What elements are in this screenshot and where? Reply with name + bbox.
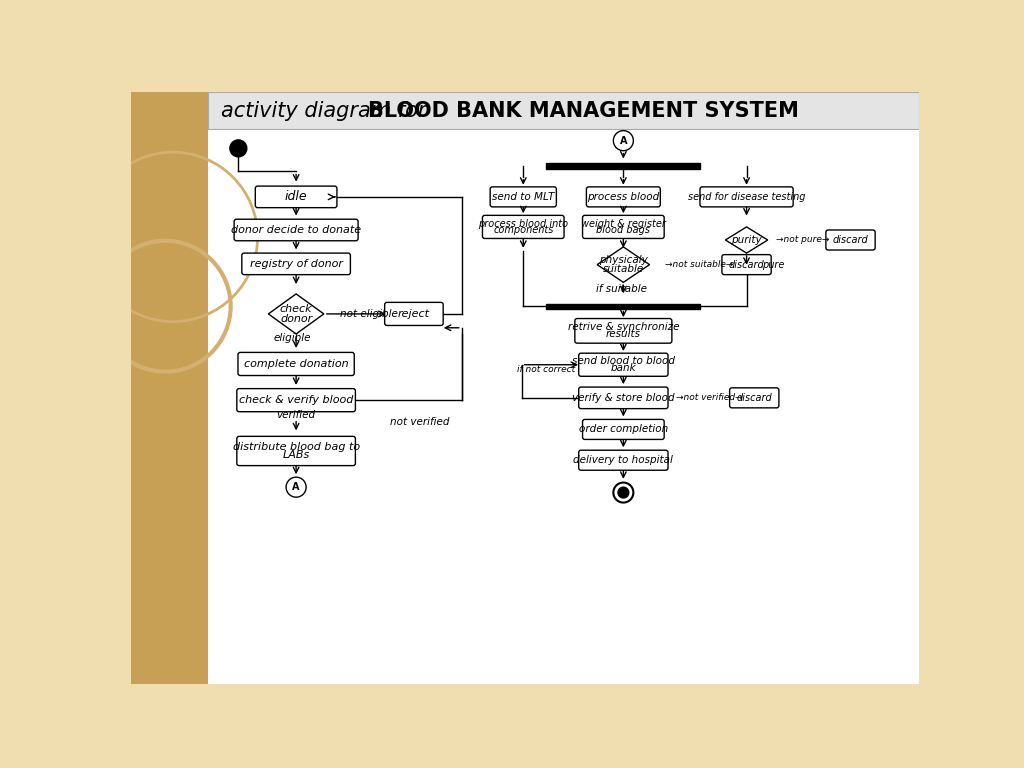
FancyBboxPatch shape [722, 255, 771, 275]
FancyBboxPatch shape [583, 215, 665, 238]
Text: verify & store blood: verify & store blood [572, 393, 675, 403]
Text: donor: donor [280, 313, 312, 323]
Text: →not pure→: →not pure→ [776, 236, 829, 244]
FancyBboxPatch shape [237, 389, 355, 412]
Text: donor decide to donate: donor decide to donate [231, 225, 361, 235]
Text: BLOOD BANK MANAGEMENT SYSTEM: BLOOD BANK MANAGEMENT SYSTEM [368, 101, 799, 121]
Bar [208, 92, 920, 129]
Bar [131, 92, 208, 684]
Text: verified: verified [276, 410, 315, 420]
FancyBboxPatch shape [242, 253, 350, 275]
Text: if suitable: if suitable [596, 284, 646, 294]
Text: send for disease testing: send for disease testing [688, 192, 805, 202]
Text: order completion: order completion [579, 425, 668, 435]
Text: if not correct: if not correct [517, 365, 575, 374]
Text: check: check [280, 304, 312, 314]
Bar [547, 164, 700, 169]
Text: discard: discard [729, 260, 765, 270]
Text: complete donation: complete donation [244, 359, 348, 369]
FancyBboxPatch shape [583, 419, 665, 439]
Text: bank: bank [610, 363, 636, 373]
Text: send blood to blood: send blood to blood [571, 356, 675, 366]
Text: distribute blood bag to: distribute blood bag to [232, 442, 359, 452]
FancyBboxPatch shape [826, 230, 876, 250]
Text: idle: idle [285, 190, 307, 204]
Text: physicaly: physicaly [599, 255, 648, 265]
Text: purity: purity [731, 235, 762, 245]
Text: results: results [606, 329, 641, 339]
Text: discard: discard [833, 235, 868, 245]
Text: discard: discard [736, 393, 772, 403]
FancyBboxPatch shape [234, 219, 358, 241]
FancyBboxPatch shape [574, 319, 672, 343]
FancyBboxPatch shape [587, 187, 660, 207]
Text: delivery to hospital: delivery to hospital [573, 455, 674, 465]
Text: process blood: process blood [587, 192, 659, 202]
Text: weight & register: weight & register [581, 219, 666, 229]
Text: send to MLT: send to MLT [493, 192, 554, 202]
Text: A: A [620, 136, 627, 146]
Bar [547, 303, 700, 309]
Text: blood bags: blood bags [596, 225, 650, 235]
Text: →not suitable→: →not suitable→ [665, 260, 733, 269]
FancyBboxPatch shape [482, 215, 564, 238]
Text: eligible: eligible [273, 333, 311, 343]
Text: →not verified→: →not verified→ [676, 393, 742, 402]
FancyBboxPatch shape [237, 436, 355, 465]
Text: retrive & synchronize: retrive & synchronize [567, 323, 679, 333]
Text: registry of donor: registry of donor [250, 259, 343, 269]
FancyBboxPatch shape [579, 387, 668, 409]
FancyBboxPatch shape [385, 303, 443, 326]
Text: check & verify blood: check & verify blood [239, 396, 353, 406]
Circle shape [230, 140, 247, 157]
Text: LABs: LABs [283, 450, 309, 460]
FancyBboxPatch shape [255, 186, 337, 207]
FancyBboxPatch shape [238, 353, 354, 376]
Text: pure: pure [762, 260, 784, 270]
Circle shape [617, 487, 629, 498]
Text: not verified: not verified [389, 417, 450, 427]
Text: process blood into: process blood into [478, 219, 568, 229]
Text: reject: reject [398, 309, 430, 319]
Text: A: A [293, 482, 300, 492]
Text: components: components [494, 225, 553, 235]
FancyBboxPatch shape [730, 388, 779, 408]
FancyBboxPatch shape [490, 187, 556, 207]
Text: suitable: suitable [603, 264, 644, 274]
Text: not eligible: not eligible [340, 309, 398, 319]
FancyBboxPatch shape [579, 450, 668, 470]
FancyBboxPatch shape [579, 353, 668, 376]
FancyBboxPatch shape [700, 187, 794, 207]
Text: activity diagram for: activity diagram for [221, 101, 433, 121]
